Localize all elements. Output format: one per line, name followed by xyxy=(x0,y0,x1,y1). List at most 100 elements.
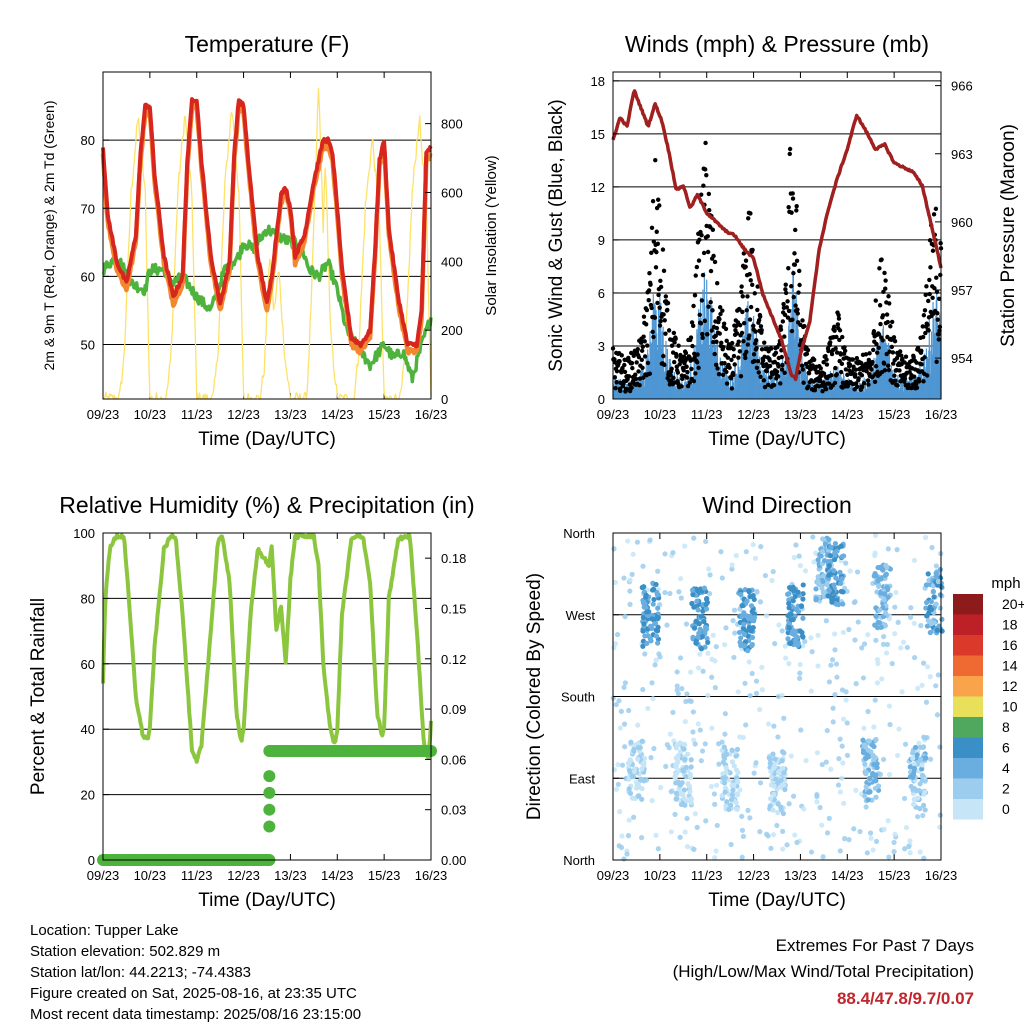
direction-point xyxy=(746,616,752,622)
direction-point xyxy=(906,844,912,850)
direction-point xyxy=(640,600,647,606)
direction-point xyxy=(731,607,738,613)
direction-point xyxy=(681,787,687,793)
direction-point xyxy=(640,686,646,693)
direction-point xyxy=(871,724,877,730)
direction-point xyxy=(857,828,863,835)
gust-point xyxy=(634,360,639,365)
direction-point xyxy=(820,578,826,584)
direction-point xyxy=(912,654,918,661)
gust-point xyxy=(655,241,661,246)
direction-point xyxy=(625,833,632,839)
gust-point xyxy=(930,295,935,301)
direction-point xyxy=(670,709,676,716)
series-pressure xyxy=(611,89,943,382)
gust-point xyxy=(828,340,833,345)
direction-point xyxy=(877,607,883,613)
y-tick-label: 80 xyxy=(81,591,95,606)
footer-recent: Most recent data timestamp: 2025/08/16 2… xyxy=(30,1006,362,1023)
direction-point xyxy=(699,634,705,640)
legend-swatch xyxy=(953,758,983,779)
direction-point xyxy=(670,550,676,556)
direction-point xyxy=(860,737,866,743)
direction-point xyxy=(738,635,744,641)
direction-point xyxy=(627,601,633,607)
direction-point xyxy=(826,587,832,594)
gust-point xyxy=(843,367,849,372)
direction-point xyxy=(613,641,619,647)
gust-point xyxy=(936,296,942,302)
direction-point xyxy=(862,761,868,767)
direction-point xyxy=(701,585,708,591)
direction-point xyxy=(667,590,673,597)
direction-point xyxy=(740,734,746,741)
direction-point xyxy=(823,618,829,624)
gust-point xyxy=(681,368,686,373)
gust-point xyxy=(778,381,783,386)
direction-point xyxy=(915,761,921,767)
gust-point xyxy=(790,196,796,201)
gust-point xyxy=(741,339,746,344)
gust-point xyxy=(938,272,943,278)
direction-point xyxy=(703,606,710,612)
direction-point xyxy=(939,616,945,622)
gust-point xyxy=(696,365,701,371)
gust-point xyxy=(829,373,834,378)
direction-point xyxy=(831,556,838,563)
gust-point xyxy=(703,167,708,172)
gust-point xyxy=(649,250,654,256)
direction-point xyxy=(876,619,883,626)
direction-point xyxy=(621,721,628,727)
gust-point xyxy=(786,205,791,210)
direction-point xyxy=(736,629,743,635)
direction-point xyxy=(837,848,843,854)
direction-point xyxy=(910,774,916,781)
direction-point xyxy=(927,630,933,636)
gust-point xyxy=(750,247,755,253)
direction-point xyxy=(873,637,879,643)
direction-point xyxy=(733,799,739,806)
gust-point xyxy=(919,362,924,367)
x-tick-label: 11/23 xyxy=(691,868,723,883)
gust-point xyxy=(773,350,779,355)
gust-point xyxy=(651,239,657,244)
direction-point xyxy=(682,718,688,725)
gust-point xyxy=(704,173,709,178)
gust-point xyxy=(737,349,743,354)
direction-point xyxy=(612,579,618,586)
direction-point xyxy=(873,773,879,780)
direction-point xyxy=(723,751,730,758)
direction-point xyxy=(860,675,867,681)
gust-point xyxy=(869,367,874,372)
direction-point xyxy=(863,784,869,790)
direction-point xyxy=(895,619,901,625)
direction-point xyxy=(824,727,830,734)
legend-swatch xyxy=(953,635,983,656)
direction-point xyxy=(782,643,788,649)
direction-point xyxy=(722,774,728,781)
gust-point xyxy=(644,307,650,313)
gust-point xyxy=(897,368,902,373)
gust-point xyxy=(882,270,887,276)
gust-point xyxy=(747,271,752,277)
gust-point xyxy=(641,314,647,319)
gust-point xyxy=(833,365,838,371)
direction-point xyxy=(770,751,776,757)
gust-point xyxy=(783,287,788,292)
gust-point xyxy=(935,310,940,316)
direction-point xyxy=(729,759,736,765)
direction-point xyxy=(780,846,786,852)
direction-point xyxy=(735,769,741,776)
direction-point xyxy=(832,549,838,556)
direction-point xyxy=(716,761,722,767)
gust-point xyxy=(707,207,712,213)
gust-point xyxy=(791,294,796,300)
direction-point xyxy=(674,742,680,748)
direction-point xyxy=(731,654,737,661)
gust-point xyxy=(754,338,759,343)
direction-point xyxy=(729,792,736,798)
gust-point xyxy=(884,312,890,317)
gust-point xyxy=(737,307,742,312)
gust-point xyxy=(914,360,919,365)
direction-point xyxy=(886,854,892,860)
